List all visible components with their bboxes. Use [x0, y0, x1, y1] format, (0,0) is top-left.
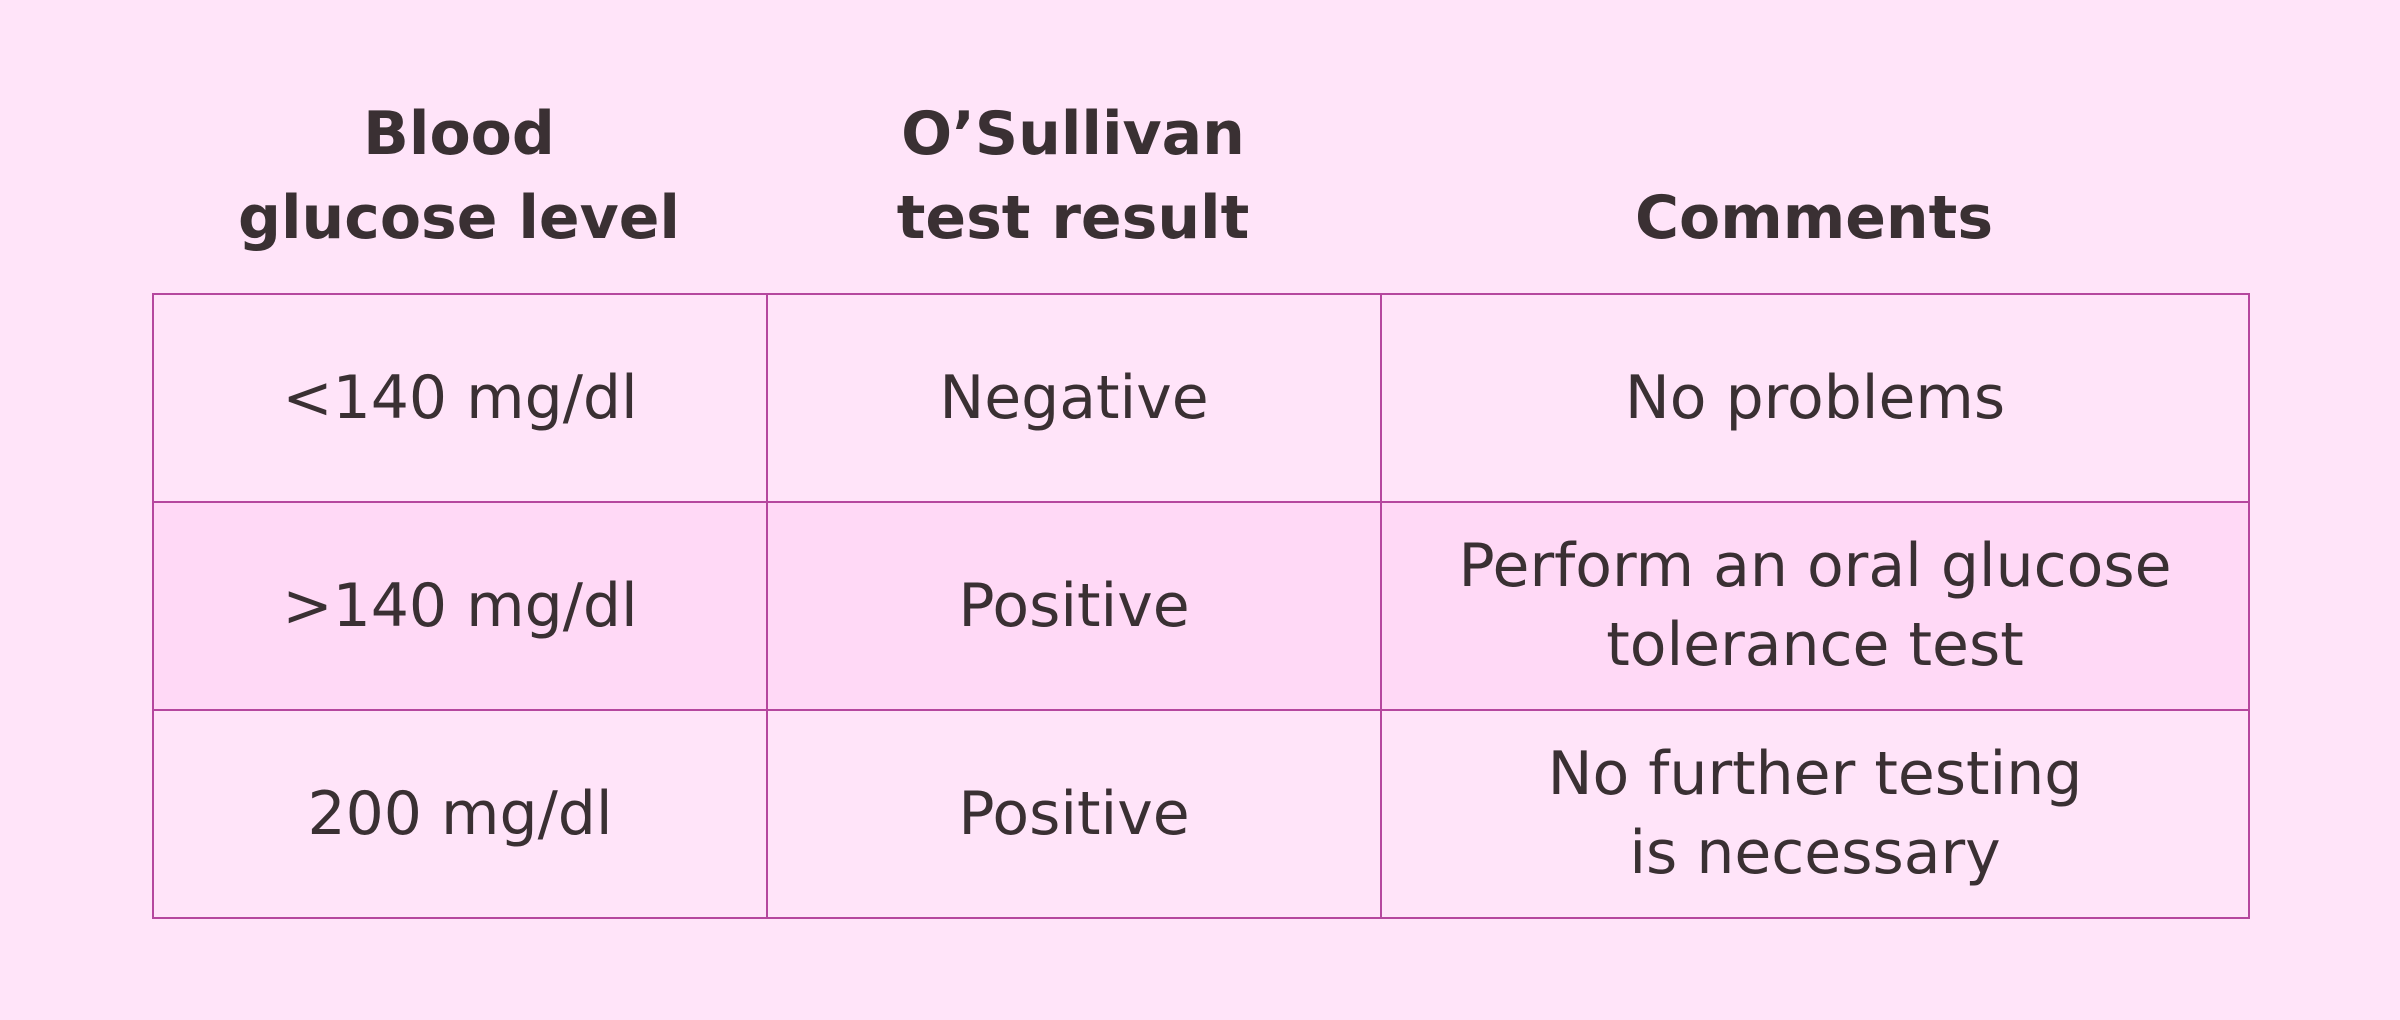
column-header-blood-glucose-level: Blood glucose level — [238, 99, 680, 253]
test-result-cell: Negative — [766, 293, 1382, 503]
table-row: <140 mg/dl Negative No problems — [152, 293, 2250, 503]
glucose-test-table: <140 mg/dl Negative No problems >140 mg/… — [152, 293, 2250, 919]
comment-cell: No further testing is necessary — [1380, 709, 2250, 919]
glucose-level-cell: >140 mg/dl — [152, 501, 768, 711]
test-result-cell: Positive — [766, 501, 1382, 711]
glucose-level-cell: <140 mg/dl — [152, 293, 768, 503]
test-result-cell: Positive — [766, 709, 1382, 919]
column-header-osullivan-test-result: O’Sullivan test result — [896, 99, 1250, 253]
comment-cell: No problems — [1380, 293, 2250, 503]
table-row: 200 mg/dl Positive No further testing is… — [152, 709, 2250, 919]
glucose-level-cell: 200 mg/dl — [152, 709, 768, 919]
comment-cell: Perform an oral glucose tolerance test — [1380, 501, 2250, 711]
table-row: >140 mg/dl Positive Perform an oral gluc… — [152, 501, 2250, 711]
column-header-comments: Comments — [1634, 183, 1994, 253]
